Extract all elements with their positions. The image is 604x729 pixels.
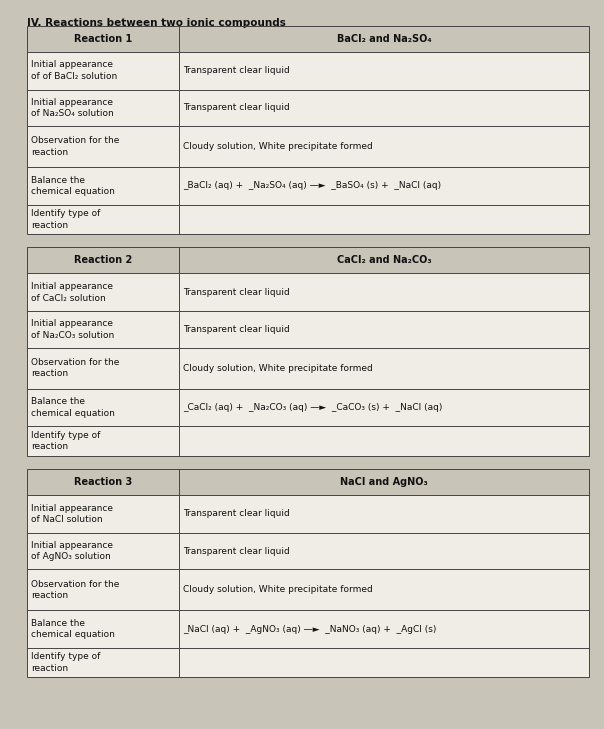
Text: Reaction 1: Reaction 1 — [74, 34, 132, 44]
Text: Initial appearance
of NaCl solution: Initial appearance of NaCl solution — [31, 504, 114, 524]
Bar — [27, 469, 589, 495]
Text: Observation for the
reaction: Observation for the reaction — [31, 580, 120, 600]
Bar — [27, 26, 589, 52]
Text: Transparent clear liquid: Transparent clear liquid — [183, 288, 290, 297]
Text: Identify type of
reaction: Identify type of reaction — [31, 431, 101, 451]
Text: Initial appearance
of AgNO₃ solution: Initial appearance of AgNO₃ solution — [31, 541, 114, 561]
Text: Transparent clear liquid: Transparent clear liquid — [183, 104, 290, 112]
Bar — [27, 469, 589, 677]
Text: _NaCl (aq) +  _AgNO₃ (aq) —►  _NaNO₃ (aq) +  _AgCl (s): _NaCl (aq) + _AgNO₃ (aq) —► _NaNO₃ (aq) … — [183, 625, 437, 634]
Text: Cloudy solution, White precipitate formed: Cloudy solution, White precipitate forme… — [183, 585, 373, 594]
Text: Initial appearance
of of BaCl₂ solution: Initial appearance of of BaCl₂ solution — [31, 61, 118, 81]
Text: Identify type of
reaction: Identify type of reaction — [31, 652, 101, 673]
Bar — [27, 247, 589, 273]
Text: BaCl₂ and Na₂SO₄: BaCl₂ and Na₂SO₄ — [336, 34, 431, 44]
Text: Balance the
chemical equation: Balance the chemical equation — [31, 176, 115, 196]
Text: Transparent clear liquid: Transparent clear liquid — [183, 547, 290, 555]
Text: Balance the
chemical equation: Balance the chemical equation — [31, 619, 115, 639]
Text: Balance the
chemical equation: Balance the chemical equation — [31, 397, 115, 418]
Text: NaCl and AgNO₃: NaCl and AgNO₃ — [340, 477, 428, 487]
Text: Observation for the
reaction: Observation for the reaction — [31, 136, 120, 157]
Text: Initial appearance
of Na₂SO₄ solution: Initial appearance of Na₂SO₄ solution — [31, 98, 114, 118]
Text: Transparent clear liquid: Transparent clear liquid — [183, 510, 290, 518]
Text: Reaction 3: Reaction 3 — [74, 477, 132, 487]
Text: Transparent clear liquid: Transparent clear liquid — [183, 66, 290, 75]
Text: _BaCl₂ (aq) +  _Na₂SO₄ (aq) —►  _BaSO₄ (s) +  _NaCl (aq): _BaCl₂ (aq) + _Na₂SO₄ (aq) —► _BaSO₄ (s)… — [183, 182, 441, 190]
Bar — [27, 26, 589, 234]
Text: _CaCl₂ (aq) +  _Na₂CO₃ (aq) —►  _CaCO₃ (s) +  _NaCl (aq): _CaCl₂ (aq) + _Na₂CO₃ (aq) —► _CaCO₃ (s)… — [183, 403, 443, 412]
Text: Cloudy solution, White precipitate formed: Cloudy solution, White precipitate forme… — [183, 364, 373, 373]
Text: CaCl₂ and Na₂CO₃: CaCl₂ and Na₂CO₃ — [336, 255, 431, 265]
Bar — [27, 247, 589, 456]
Text: Observation for the
reaction: Observation for the reaction — [31, 358, 120, 378]
Bar — [27, 26, 589, 234]
Text: Identify type of
reaction: Identify type of reaction — [31, 209, 101, 230]
Text: Cloudy solution, White precipitate formed: Cloudy solution, White precipitate forme… — [183, 142, 373, 151]
Text: Initial appearance
of CaCl₂ solution: Initial appearance of CaCl₂ solution — [31, 282, 114, 303]
Text: Reaction 2: Reaction 2 — [74, 255, 132, 265]
Text: Transparent clear liquid: Transparent clear liquid — [183, 325, 290, 334]
Text: IV. Reactions between two ionic compounds: IV. Reactions between two ionic compound… — [27, 18, 286, 28]
Bar — [27, 247, 589, 456]
Bar — [27, 469, 589, 677]
Text: Initial appearance
of Na₂CO₃ solution: Initial appearance of Na₂CO₃ solution — [31, 319, 115, 340]
